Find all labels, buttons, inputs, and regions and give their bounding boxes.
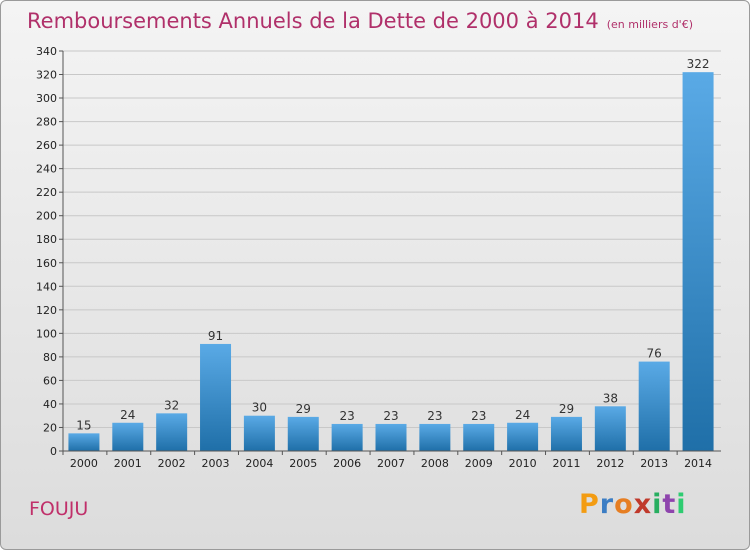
x-tick-label: 2012 [596,457,624,470]
logo-letter: r [599,489,615,520]
y-tick-label: 40 [43,398,57,411]
bar-2012 [594,406,626,451]
chart-unit-label: (en milliers d'€) [606,18,693,31]
x-tick-label: 2014 [684,457,712,470]
x-tick-label: 2006 [333,457,361,470]
x-tick-label: 2002 [158,457,186,470]
chart-title: Remboursements Annuels de la Dette de 20… [27,9,693,33]
bar-value-label: 15 [76,418,91,432]
x-tick-label: 2000 [70,457,98,470]
bar-value-label: 23 [471,409,486,423]
bar-value-label: 29 [559,402,574,416]
x-tick-label: 2013 [640,457,668,470]
y-tick-label: 260 [36,139,57,152]
logo-letter: o [614,489,634,520]
proxiti-logo: Proxiti [579,489,687,520]
y-tick-label: 60 [43,374,57,387]
bar-2007 [375,423,407,451]
x-tick-label: 2004 [245,457,273,470]
x-tick-label: 2008 [421,457,449,470]
bars: 15 24 32 91 30 29 23 23 23 23 24 29 38 76 322 [68,57,714,452]
x-tick-label: 2007 [377,457,405,470]
bar-value-label: 29 [296,402,311,416]
x-tick-label: 2005 [289,457,317,470]
bar-2004 [243,415,275,451]
bar-value-label: 38 [603,391,618,405]
bar-2000 [68,433,100,451]
x-tick-label: 2010 [509,457,537,470]
bar-2002 [156,413,188,451]
bar-2009 [463,423,495,451]
y-tick-label: 200 [36,210,57,223]
bar-value-label: 322 [687,57,710,71]
y-tick-label: 300 [36,92,57,105]
logo-letter: x [633,489,653,520]
grid-lines [63,50,721,452]
logo-letter: i [676,489,687,520]
y-tick-label: 0 [50,445,57,458]
bar-2011 [550,416,582,451]
bar-2008 [419,423,451,451]
x-axis: 2000 2001 2002 2003 2004 2005 2006 2007 2008 2009… [62,450,721,470]
bar-value-label: 23 [427,409,442,423]
logo-letter: i [652,489,663,520]
y-tick-label: 20 [43,421,57,434]
x-tick-label: 2011 [552,457,580,470]
y-tick-label: 100 [36,327,57,340]
bar-value-label: 91 [208,329,223,343]
y-tick-label: 160 [36,257,57,270]
bar-2006 [331,423,363,451]
bar-2001 [112,422,144,451]
x-tick-label: 2001 [114,457,142,470]
x-tick-label: 2009 [465,457,493,470]
bar-value-label: 24 [120,408,135,422]
bar-2013 [638,361,670,451]
chart-title-text: Remboursements Annuels de la Dette de 20… [27,9,599,33]
y-tick-label: 80 [43,351,57,364]
y-tick-label: 220 [36,186,57,199]
x-tick-label: 2003 [202,457,230,470]
y-tick-label: 240 [36,163,57,176]
bar-value-label: 23 [383,409,398,423]
bar-2010 [507,422,539,451]
bar-value-label: 30 [252,401,267,415]
bar-value-label: 23 [339,409,354,423]
logo-letter: P [579,489,600,520]
bar-2014 [682,72,714,452]
y-tick-label: 180 [36,233,57,246]
y-tick-label: 120 [36,304,57,317]
y-axis: 0 20 40 60 80 100 120 140 160 180 200 220 240 260 280 3… [36,45,64,458]
y-tick-label: 140 [36,280,57,293]
logo-letter: t [662,489,677,520]
bar-2005 [287,416,319,451]
bar-value-label: 24 [515,408,530,422]
y-tick-label: 280 [36,116,57,129]
commune-name: FOUJU [29,498,89,520]
bar-2003 [200,343,232,451]
bar-value-label: 32 [164,398,179,412]
bar-value-label: 76 [647,347,662,361]
y-tick-label: 320 [36,69,57,82]
y-tick-label: 340 [36,45,57,58]
